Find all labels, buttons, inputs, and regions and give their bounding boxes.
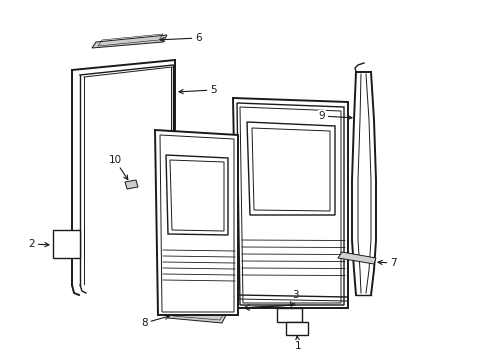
Text: 5: 5 — [179, 85, 216, 95]
Text: 7: 7 — [377, 258, 396, 268]
Text: 1: 1 — [294, 336, 301, 351]
Polygon shape — [285, 322, 307, 335]
Polygon shape — [168, 310, 225, 323]
Polygon shape — [125, 180, 138, 189]
Text: 9: 9 — [318, 111, 351, 121]
Polygon shape — [72, 60, 175, 290]
Text: 8: 8 — [141, 315, 169, 328]
Polygon shape — [351, 72, 375, 295]
Text: 2: 2 — [28, 239, 49, 249]
Text: 3: 3 — [290, 290, 298, 306]
Polygon shape — [337, 252, 375, 264]
Polygon shape — [165, 155, 227, 235]
Polygon shape — [53, 230, 80, 258]
Polygon shape — [246, 122, 334, 215]
Text: 10: 10 — [108, 155, 127, 180]
Polygon shape — [276, 308, 302, 322]
Polygon shape — [155, 130, 238, 315]
Polygon shape — [92, 35, 167, 48]
Polygon shape — [232, 98, 347, 308]
Text: 4: 4 — [165, 227, 201, 239]
Text: 6: 6 — [160, 33, 201, 43]
